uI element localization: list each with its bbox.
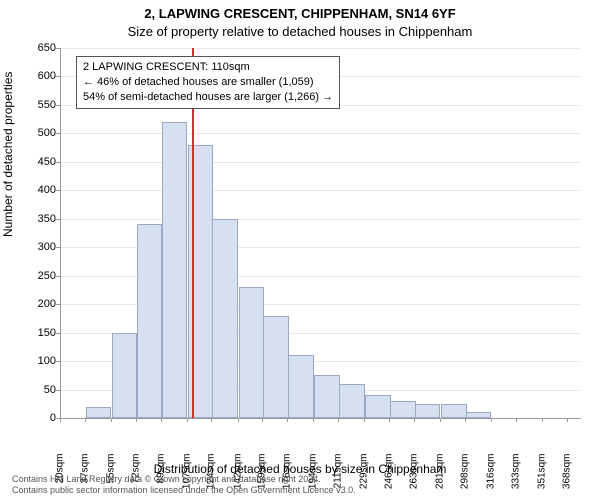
histogram-bar <box>415 404 440 418</box>
annotation-line-3: 54% of semi-detached houses are larger (… <box>83 90 333 105</box>
histogram-bar <box>263 316 288 418</box>
footer: Contains HM Land Registry data © Crown c… <box>12 474 356 496</box>
ytick-mark <box>56 133 60 134</box>
gridline <box>61 162 581 163</box>
histogram-bar <box>137 224 162 418</box>
annotation-line-1: 2 LAPWING CRESCENT: 110sqm <box>83 60 333 75</box>
ytick-label: 250 <box>16 270 56 282</box>
chart-subtitle: Size of property relative to detached ho… <box>0 24 600 39</box>
ytick-mark <box>56 48 60 49</box>
annotation-box: 2 LAPWING CRESCENT: 110sqm ← 46% of deta… <box>76 56 340 109</box>
xtick-mark <box>440 418 441 422</box>
xtick-mark <box>414 418 415 422</box>
xtick-label: 281sqm <box>435 454 446 504</box>
ytick-label: 400 <box>16 184 56 196</box>
chart-title: 2, LAPWING CRESCENT, CHIPPENHAM, SN14 6Y… <box>0 6 600 21</box>
xtick-mark <box>389 418 390 422</box>
ytick-mark <box>56 76 60 77</box>
histogram-bar <box>212 219 237 418</box>
ytick-mark <box>56 105 60 106</box>
xtick-label: 351sqm <box>537 454 548 504</box>
histogram-bar <box>365 395 390 418</box>
xtick-mark <box>60 418 61 422</box>
histogram-bar <box>441 404 466 418</box>
xtick-mark <box>491 418 492 422</box>
y-axis-label: Number of detached properties <box>1 72 15 237</box>
xtick-mark <box>364 418 365 422</box>
ytick-mark <box>56 304 60 305</box>
xtick-mark <box>567 418 568 422</box>
gridline <box>61 48 581 49</box>
ytick-mark <box>56 162 60 163</box>
histogram-bar <box>288 355 313 418</box>
histogram-bar <box>86 407 111 418</box>
ytick-mark <box>56 361 60 362</box>
xtick-mark <box>338 418 339 422</box>
chart-container: 2, LAPWING CRESCENT, CHIPPENHAM, SN14 6Y… <box>0 0 600 500</box>
xtick-mark <box>287 418 288 422</box>
ytick-label: 300 <box>16 241 56 253</box>
xtick-mark <box>211 418 212 422</box>
xtick-mark <box>238 418 239 422</box>
xtick-mark <box>313 418 314 422</box>
xtick-label: 229sqm <box>359 454 370 504</box>
xtick-label: 368sqm <box>561 454 572 504</box>
footer-line-1: Contains HM Land Registry data © Crown c… <box>12 474 356 485</box>
xtick-mark <box>187 418 188 422</box>
ytick-label: 150 <box>16 327 56 339</box>
ytick-label: 100 <box>16 355 56 367</box>
histogram-bar <box>162 122 187 418</box>
histogram-bar <box>466 412 491 418</box>
xtick-label: 316sqm <box>486 454 497 504</box>
footer-line-2: Contains public sector information licen… <box>12 485 356 496</box>
ytick-label: 650 <box>16 42 56 54</box>
xtick-mark <box>516 418 517 422</box>
gridline <box>61 190 581 191</box>
ytick-mark <box>56 390 60 391</box>
xtick-label: 263sqm <box>408 454 419 504</box>
histogram-bar <box>339 384 364 418</box>
xtick-label: 246sqm <box>384 454 395 504</box>
xtick-mark <box>85 418 86 422</box>
xtick-mark <box>262 418 263 422</box>
gridline <box>61 133 581 134</box>
xtick-mark <box>111 418 112 422</box>
ytick-label: 500 <box>16 127 56 139</box>
ytick-label: 0 <box>16 412 56 424</box>
histogram-bar <box>239 287 264 418</box>
ytick-mark <box>56 247 60 248</box>
xtick-mark <box>465 418 466 422</box>
ytick-mark <box>56 219 60 220</box>
xtick-mark <box>542 418 543 422</box>
xtick-mark <box>136 418 137 422</box>
ytick-mark <box>56 190 60 191</box>
ytick-label: 600 <box>16 70 56 82</box>
ytick-mark <box>56 333 60 334</box>
ytick-mark <box>56 276 60 277</box>
ytick-label: 350 <box>16 213 56 225</box>
ytick-label: 200 <box>16 298 56 310</box>
xtick-label: 333sqm <box>510 454 521 504</box>
gridline <box>61 219 581 220</box>
xtick-mark <box>161 418 162 422</box>
histogram-bar <box>390 401 415 418</box>
histogram-bar <box>112 333 137 418</box>
xtick-label: 298sqm <box>459 454 470 504</box>
ytick-label: 50 <box>16 384 56 396</box>
ytick-label: 450 <box>16 156 56 168</box>
histogram-bar <box>314 375 339 418</box>
ytick-label: 550 <box>16 99 56 111</box>
annotation-line-2: ← 46% of detached houses are smaller (1,… <box>83 75 333 90</box>
